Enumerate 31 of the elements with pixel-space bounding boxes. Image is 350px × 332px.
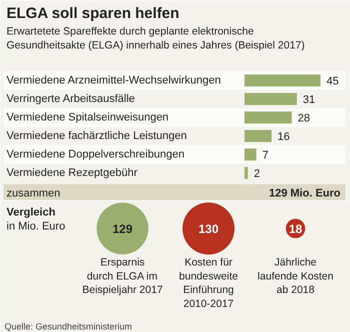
data-label: 28 [298,112,310,124]
y-tick-label: Vermiedene Rezeptgebühr [6,167,138,179]
text: 129 Mio. Euro [268,188,341,200]
category-label: Jährliche laufende Kosten ab 2018 [258,256,334,296]
text: zusammen [6,188,60,200]
data-label: 16 [278,131,290,143]
data-label: 130 [198,222,219,236]
y-tick-label: Verringerte Arbeitsausfälle [6,93,135,105]
bar [244,167,248,179]
y-tick-label: Vermiedene Spitalseinweisungen [6,112,169,124]
y-tick-label: Vermiedene Doppelverschreibungen [6,148,184,160]
text: Vergleich [6,206,56,218]
data-label: 7 [262,150,268,162]
data-label: 31 [302,94,316,106]
y-tick-label: Vermiedene fachärztliche Leistungen [6,130,187,142]
text: in Mio. Euro [6,220,66,232]
bar [244,148,256,160]
bar [244,93,297,105]
text: ELGA soll sparen helfen [6,5,180,22]
data-label: 2 [254,168,260,180]
bar [244,112,292,124]
y-tick-label: Vermiedene Arzneimittel-Wechselwirkungen [6,74,221,86]
bar [244,130,272,142]
data-label: 129 [112,222,133,236]
category-label: Kosten für bundesweite Einführung 2010-2017 [179,256,238,310]
data-label: 45 [326,76,339,88]
source-note: Quelle: Gesundheitsministerium [4,322,132,332]
data-label: 18 [288,222,302,236]
category-label: Ersparnis durch ELGA im Beispieljahr 2017 [82,256,163,296]
text: Erwartetete Spareffekte durch geplante elektronische Gesundheitsakte (ELGA) innerhalb eines Jahres (Beispiel 2017) [6,26,305,52]
bar [244,74,320,86]
